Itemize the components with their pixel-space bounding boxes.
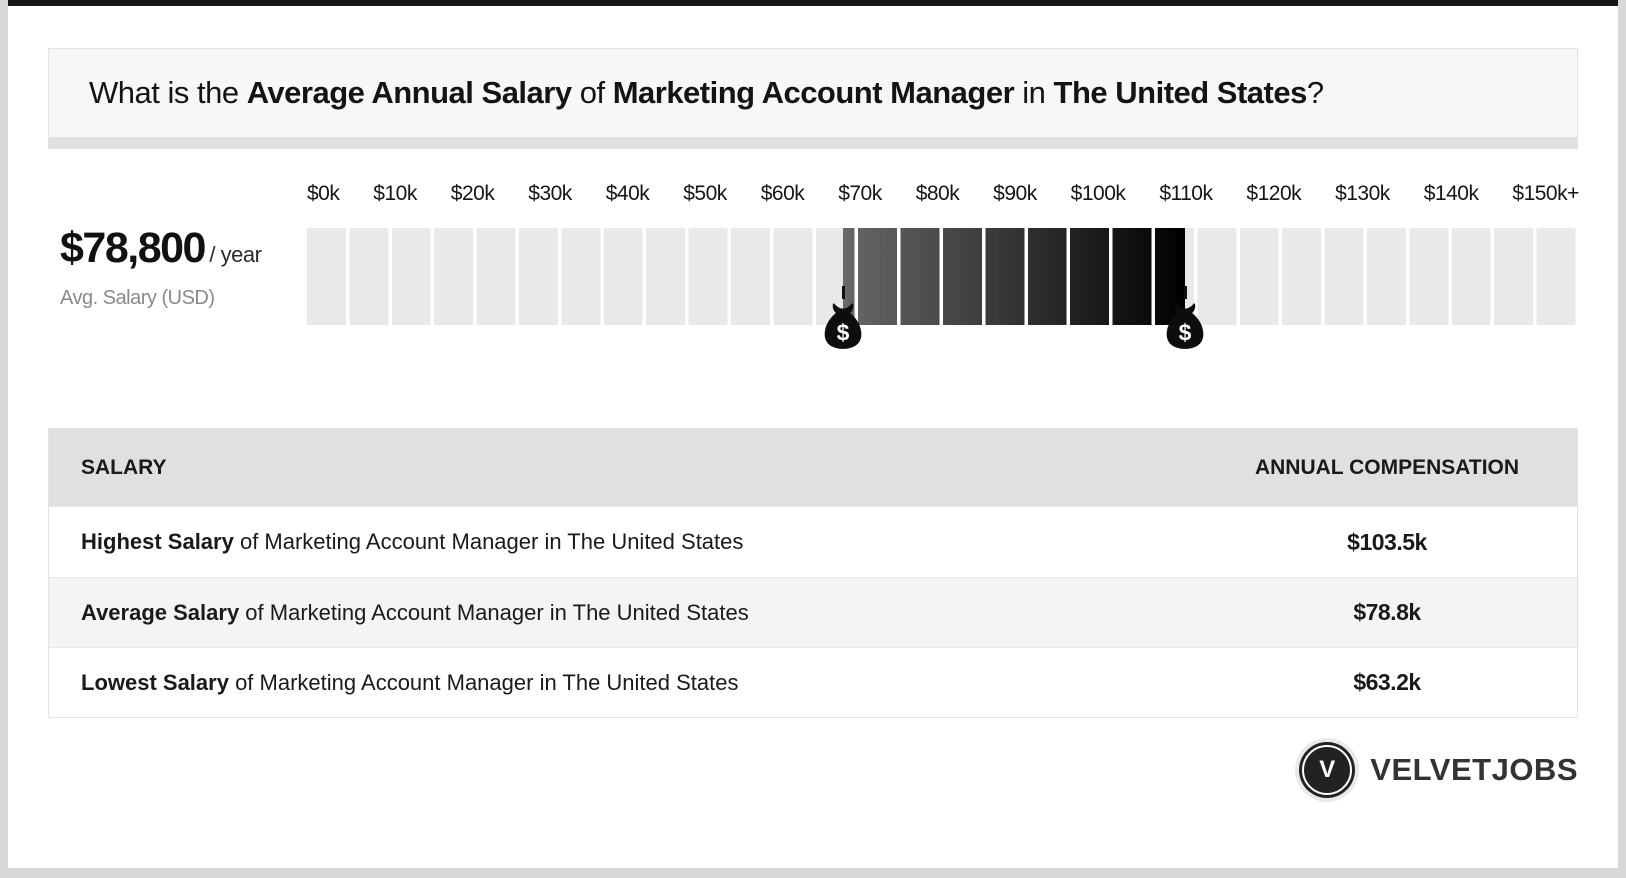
lowest-salary-marker: $ [819,286,867,355]
row-label-bold: Highest Salary [81,529,234,554]
column-header-salary: SALARY [81,455,167,479]
row-label: Lowest Salary of Marketing Account Manag… [49,670,1197,696]
page-title: What is the Average Annual Salary of Mar… [89,75,1324,111]
tick-label: $60k [760,182,805,205]
title-box: What is the Average Annual Salary of Mar… [48,48,1578,138]
marker-tick [1183,286,1187,299]
tick-label: $10k [373,182,417,205]
marker-tick [841,286,845,299]
table-row: Highest Salary of Marketing Account Mana… [49,507,1577,577]
highest-salary-marker: $ [1161,286,1209,355]
top-accent-strip [8,0,1618,6]
title-seg: in [1014,75,1054,110]
logo-letter: V [1319,756,1336,783]
tick-label: $100k [1070,182,1126,205]
row-value: $103.5k [1347,528,1427,555]
table-body: Highest Salary of Marketing Account Mana… [49,506,1577,717]
salary-scale: $0k $10k $20k $30k $40k $50k $60k $70k $… [307,182,1579,349]
average-salary-line: $78,800 / year [60,224,305,273]
title-section: What is the Average Annual Salary of Mar… [48,48,1578,149]
tick-label: $90k [993,182,1037,205]
tick-label: $130k [1335,182,1390,205]
row-value: $63.2k [1353,669,1421,695]
tick-label: $80k [915,182,960,205]
tick-label: $140k [1423,182,1479,205]
row-label-rest: of Marketing Account Manager in The Unit… [239,599,749,625]
tick-label: $150k+ [1512,182,1579,205]
title-seg: ? [1306,75,1324,110]
scale-tick-labels: $0k $10k $20k $30k $40k $50k $60k $70k $… [307,182,1579,216]
row-label-rest: of Marketing Account Manager in The Unit… [233,529,744,554]
tick-label: $120k [1246,182,1302,205]
tick-label: $20k [450,182,495,205]
money-bag-icon: $ [824,303,862,349]
brand-name: VELVETJOBS [1370,752,1578,787]
row-label-bold: Average Salary [81,599,240,625]
title-seg-bold: The United States [1053,75,1308,110]
tick-label: $70k [838,182,882,205]
average-salary-period: / year [209,242,262,267]
money-bag-icon: $ [1166,303,1204,349]
bar-cell-separators [307,228,1579,325]
column-header-compensation: ANNUAL COMPENSATION [1254,455,1520,479]
title-seg: of [571,75,613,110]
row-label-rest: of Marketing Account Manager in The Unit… [228,669,739,695]
table-header: SALARY ANNUAL COMPENSATION [49,429,1577,506]
title-seg: What is the [89,75,247,110]
salary-table: SALARY ANNUAL COMPENSATION Highest Salar… [48,428,1578,718]
row-label: Average Salary of Marketing Account Mana… [49,600,1197,626]
title-seg-bold: Marketing Account Manager [612,75,1015,110]
tick-label: $110k [1159,182,1213,205]
title-box-shadow [48,138,1578,149]
infographic-card: What is the Average Annual Salary of Mar… [8,6,1618,868]
average-salary-panel: $78,800 / year Avg. Salary (USD) [60,224,305,310]
row-label: Highest Salary of Marketing Account Mana… [49,529,1197,555]
row-value: $78.8k [1353,599,1421,625]
tick-label: $0k [307,182,340,205]
table-row: Lowest Salary of Marketing Account Manag… [49,647,1577,717]
dollar-glyph: $ [837,320,850,346]
table-row: Average Salary of Marketing Account Mana… [49,577,1577,647]
tick-label: $30k [528,182,572,205]
average-salary-caption: Avg. Salary (USD) [60,287,215,309]
tick-label: $40k [605,182,650,205]
salary-range-bar [307,228,1579,325]
row-label-bold: Lowest Salary [81,669,229,695]
average-salary-amount: $78,800 [60,224,206,272]
title-seg-bold: Average Annual Salary [246,75,572,110]
dollar-glyph: $ [1179,320,1192,346]
velvetjobs-logo-icon: V [1299,742,1356,798]
tick-label: $50k [683,182,727,205]
velvetjobs-logo[interactable]: V VELVETJOBS [1299,742,1578,798]
